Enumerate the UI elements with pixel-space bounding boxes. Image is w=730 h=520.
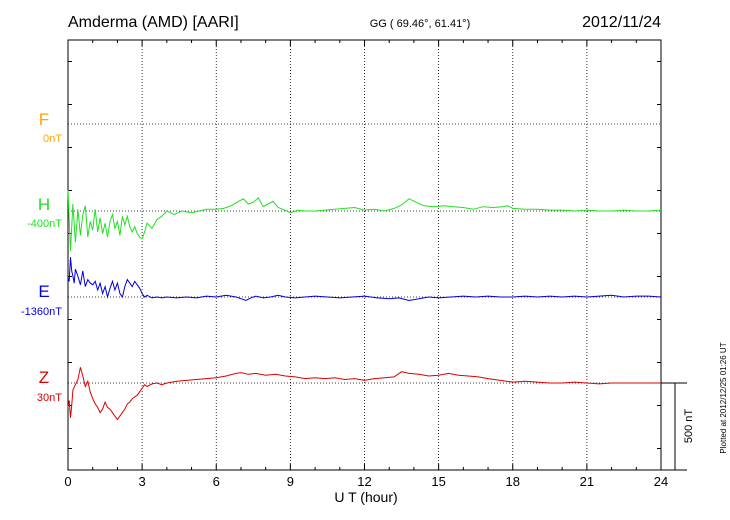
trace-E <box>67 256 662 302</box>
x-tick-label-6: 6 <box>213 474 220 489</box>
x-tick-labels: 0 3 6 9 12 15 18 21 24 <box>64 474 668 489</box>
plotted-at-note: Plotted at 2012/12/25 01:26 UT <box>719 342 728 453</box>
component-E-baseline: -1360nT <box>21 306 62 318</box>
scale-bar-label: 500 nT <box>683 409 695 444</box>
trace-Z <box>67 367 661 421</box>
component-F-baseline: 0nT <box>43 133 62 145</box>
x-axis-label: U T (hour) <box>334 489 397 505</box>
component-Z-baseline: 30nT <box>37 392 62 404</box>
scale-bar: 500 nT <box>661 382 695 471</box>
x-tick-label-9: 9 <box>287 474 294 489</box>
grid-lines <box>68 40 661 470</box>
x-tick-label-15: 15 <box>431 474 445 489</box>
trace-layer <box>67 190 662 421</box>
component-Z-label: Z <box>39 368 49 387</box>
x-tick-label-24: 24 <box>654 474 668 489</box>
x-tick-label-18: 18 <box>506 474 520 489</box>
plot-frame <box>67 39 662 471</box>
component-H-label: H <box>38 195 50 214</box>
x-tick-label-3: 3 <box>139 474 146 489</box>
trace-H <box>67 190 662 252</box>
station-title: Amderma (AMD) [AARI] <box>68 14 239 31</box>
x-tick-label-21: 21 <box>580 474 594 489</box>
component-H-baseline: -400nT <box>27 218 62 230</box>
axis-ticks <box>67 40 662 470</box>
x-tick-label-12: 12 <box>357 474 371 489</box>
component-F-label: F <box>39 110 49 129</box>
x-tick-label-0: 0 <box>64 474 71 489</box>
station-coords: GG ( 69.46°, 61.41°) <box>370 18 471 30</box>
component-labels: F 0nT H -400nT E -1360nT Z 30nT <box>21 110 62 404</box>
plot-date: 2012/11/24 <box>582 14 661 31</box>
component-E-label: E <box>38 282 49 301</box>
